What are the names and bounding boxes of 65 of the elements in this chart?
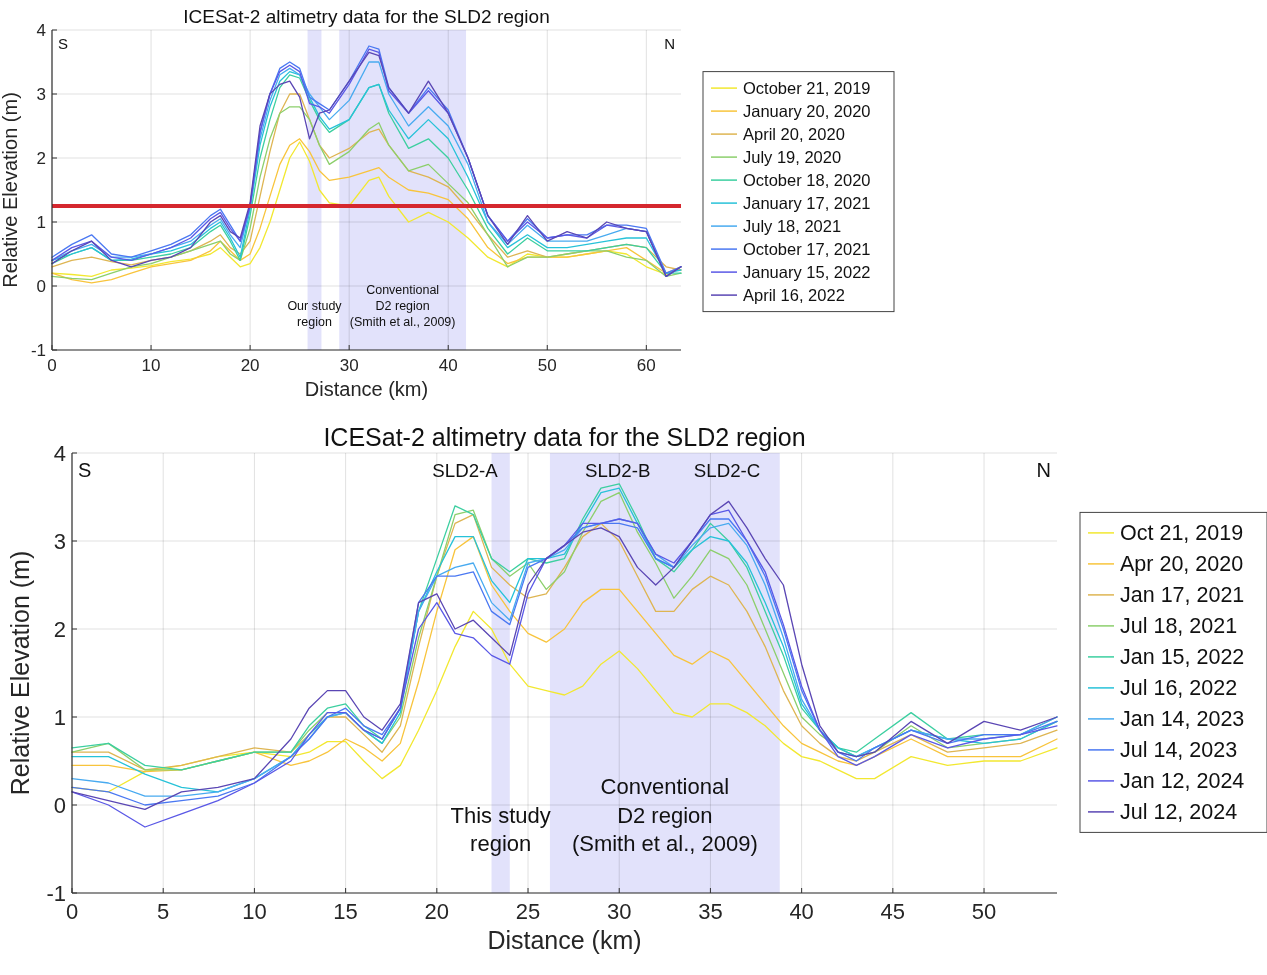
x-tick-label: 30 <box>339 356 359 375</box>
x-tick-label: 40 <box>789 899 814 924</box>
x-tick-label: 25 <box>515 899 541 924</box>
x-tick-label: 50 <box>537 356 557 375</box>
annotation: SLD2-C <box>693 460 761 481</box>
y-axis-title: Relative Elevation (m) <box>0 92 22 288</box>
y-tick-label: 1 <box>36 212 46 232</box>
legend-label: October 17, 2021 <box>743 239 871 258</box>
x-tick-label: 40 <box>438 356 458 375</box>
legend-label: Jan 14, 2023 <box>1120 707 1245 732</box>
annotation: N <box>664 35 675 52</box>
x-axis-title: Distance (km) <box>487 926 642 954</box>
y-tick-label: 4 <box>36 20 46 40</box>
legend-label: Jul 14, 2023 <box>1120 738 1238 763</box>
x-tick-label: 15 <box>333 899 358 924</box>
y-tick-label: 1 <box>53 704 66 730</box>
legend-label: January 17, 2021 <box>743 193 871 212</box>
y-tick-label: 3 <box>53 528 66 554</box>
x-tick-label: 30 <box>606 899 632 924</box>
y-tick-label: -1 <box>46 880 66 906</box>
x-tick-label: 20 <box>240 356 260 375</box>
band-label: Our study region <box>287 299 343 330</box>
x-tick-label: 45 <box>880 899 906 924</box>
x-tick-label: 5 <box>157 899 170 924</box>
legend-label: April 16, 2022 <box>743 285 845 304</box>
band-label: Conventional D2 region (Smith et al., 2009) <box>349 282 456 330</box>
band-label: Conventional D2 region (Smith et al., 2009) <box>571 774 758 857</box>
y-tick-label: 4 <box>53 440 66 466</box>
legend-label: Jan 15, 2022 <box>1120 645 1245 670</box>
legend-label: January 20, 2020 <box>743 101 871 120</box>
annotation: SLD2-A <box>432 460 499 481</box>
legend-label: October 21, 2019 <box>743 78 871 97</box>
x-tick-label: 10 <box>141 356 161 375</box>
legend-label: Oct 21, 2019 <box>1120 521 1244 546</box>
annotation: S <box>58 35 69 52</box>
legend-label: Jul 16, 2022 <box>1120 676 1238 701</box>
legend-label: January 15, 2022 <box>743 262 871 281</box>
chart-title: ICESat-2 altimetry data for the SLD2 region <box>183 6 550 27</box>
y-tick-label: 3 <box>36 84 46 104</box>
x-tick-label: 35 <box>698 899 723 924</box>
legend-label: July 18, 2021 <box>743 216 842 235</box>
legend-label: Apr 20, 2020 <box>1120 552 1244 577</box>
y-tick-label: 0 <box>53 792 66 818</box>
y-tick-label: 0 <box>36 276 46 296</box>
x-axis-title: Distance (km) <box>304 378 429 400</box>
legend-label: Jan 17, 2021 <box>1120 583 1245 608</box>
x-tick-label: 50 <box>971 899 997 924</box>
y-tick-label: 2 <box>36 148 46 168</box>
y-tick-label: -1 <box>30 340 46 360</box>
legend-label: July 19, 2020 <box>743 147 842 166</box>
band-label: This study region <box>450 802 551 857</box>
legend-label: Jul 12, 2024 <box>1120 800 1238 825</box>
legend-label: April 20, 2020 <box>743 124 845 143</box>
annotation: N <box>1036 459 1051 481</box>
legend-label: Jan 12, 2024 <box>1120 769 1245 794</box>
chart-title: ICESat-2 altimetry data for the SLD2 region <box>323 423 806 451</box>
y-axis-title: Relative Elevation (m) <box>5 550 34 796</box>
x-tick-label: 60 <box>636 356 656 375</box>
x-tick-label: 20 <box>424 899 450 924</box>
y-tick-label: 2 <box>53 616 66 642</box>
legend-label: October 18, 2020 <box>743 170 871 189</box>
legend-label: Jul 18, 2021 <box>1120 614 1238 639</box>
x-tick-label: 10 <box>242 899 267 924</box>
annotation: S <box>78 459 92 481</box>
annotation: SLD2-B <box>584 460 651 481</box>
